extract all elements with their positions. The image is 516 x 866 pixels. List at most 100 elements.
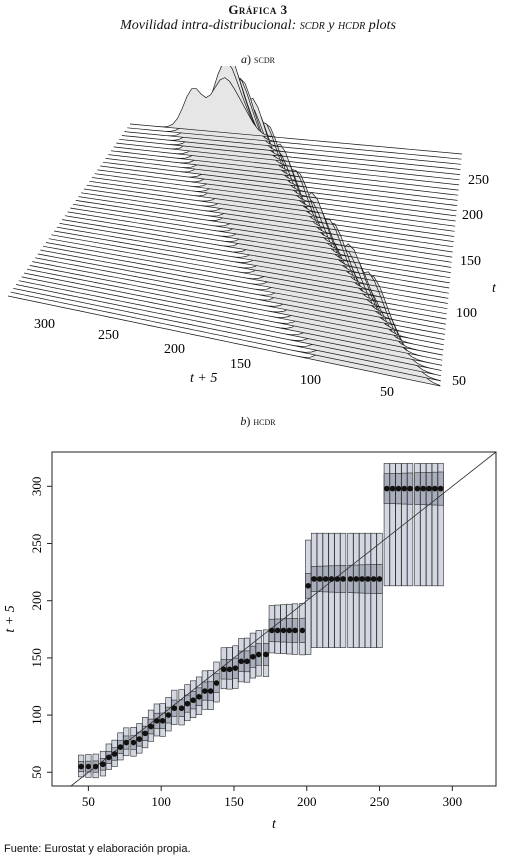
hcdr-mode-point <box>334 576 341 582</box>
hcdr-mode-point <box>130 739 137 746</box>
hcdr-region-outer <box>431 463 438 587</box>
hcdr-x-tick-label: 300 <box>443 794 463 809</box>
scdr-t5-tick-250: 250 <box>98 328 119 343</box>
hcdr-mode-point <box>123 739 130 746</box>
hcdr-mode-point <box>401 485 408 492</box>
panel-a-label: a) scdr <box>241 52 275 66</box>
figure-title-mid: y <box>324 18 338 33</box>
panel-b-name: hcdr <box>253 414 276 428</box>
hcdr-mode-point <box>263 651 269 658</box>
hcdr-mode-point <box>100 761 106 768</box>
hcdr-diagonal-line <box>70 451 497 787</box>
hcdr-region-outer <box>425 463 433 587</box>
scdr-t-axis-label: t <box>492 281 497 296</box>
hcdr-y-tick-label: 50 <box>29 766 44 779</box>
hcdr-mode-point <box>92 763 99 770</box>
scdr-density-line <box>129 77 463 155</box>
hcdr-density-regions <box>78 463 444 779</box>
hcdr-mode-point <box>136 736 143 742</box>
hcdr-mode-point <box>250 653 256 660</box>
hcdr-mode-point <box>353 576 360 582</box>
scdr-density-line <box>110 77 459 191</box>
scdr-t5-axis: 300 250 200 150 100 50 t + 5 <box>34 317 394 400</box>
hcdr-mode-point <box>365 576 371 582</box>
scdr-t5-tick-150: 150 <box>230 357 251 372</box>
hcdr-mode-point <box>226 666 233 673</box>
hcdr-conditional-modes <box>78 485 444 770</box>
hcdr-mode-point <box>244 658 250 665</box>
scdr-density-line <box>121 66 461 170</box>
hcdr-mode-point <box>305 583 312 589</box>
scdr-density-lines <box>7 66 463 387</box>
scdr-t-tick-250: 250 <box>468 173 489 188</box>
hcdr-mode-point <box>395 485 402 492</box>
hcdr-mode-point <box>376 576 383 582</box>
figure-title: Movilidad intra-distribucional: scdr y h… <box>0 18 516 34</box>
hcdr-mode-point <box>111 751 118 757</box>
figure-title-hcdr: hcdr <box>337 18 366 33</box>
hcdr-mode-point <box>117 744 124 750</box>
scdr-t5-axis-label: t + 5 <box>190 371 217 386</box>
hcdr-region-outer <box>437 463 444 587</box>
hcdr-x-axis: 50 100 150 200 250 300 <box>82 786 462 809</box>
hcdr-region-outer <box>389 463 396 587</box>
hcdr-mode-point <box>311 576 317 582</box>
hcdr-y-tick-label: 300 <box>29 477 44 497</box>
hcdr-mode-point <box>220 666 227 673</box>
hcdr-mode-point <box>202 688 208 694</box>
hcdr-mode-point <box>232 665 239 671</box>
hcdr-region-outer <box>383 463 390 587</box>
hcdr-mode-point <box>178 705 185 712</box>
hcdr-mode-point <box>322 576 329 582</box>
scdr-t-tick-100: 100 <box>456 306 477 321</box>
scdr-surface-chart: 250 200 150 100 50 t 300 250 200 150 100… <box>7 66 497 400</box>
hcdr-mode-point <box>340 576 346 582</box>
hcdr-chart: 50 100 150 200 250 300 50 100 150 200 250 300 t t … <box>3 451 497 832</box>
hcdr-mode-point <box>280 627 287 634</box>
scdr-t-tick-50: 50 <box>452 374 466 389</box>
hcdr-mode-point <box>85 763 92 770</box>
scdr-t5-tick-300: 300 <box>34 317 55 332</box>
scdr-density-line <box>43 229 447 320</box>
hcdr-mode-point <box>359 576 365 582</box>
hcdr-x-tick-label: 250 <box>370 794 390 809</box>
scdr-density-line <box>16 271 442 371</box>
hcdr-mode-point <box>269 627 275 634</box>
hcdr-mode-point <box>171 705 178 712</box>
hcdr-mode-point <box>78 763 84 770</box>
hcdr-mode-point <box>238 658 245 665</box>
hcdr-region-outer <box>401 463 408 587</box>
hcdr-y-axis-label: t + 5 <box>3 605 18 632</box>
hcdr-plot-frame <box>51 451 497 787</box>
hcdr-x-tick-label: 200 <box>297 794 317 809</box>
hcdr-mode-point <box>384 485 390 492</box>
hcdr-mode-point <box>142 730 148 737</box>
hcdr-mode-point <box>347 576 354 582</box>
hcdr-mode-point <box>196 693 202 700</box>
hcdr-mode-point <box>299 627 306 634</box>
scdr-density-line <box>24 255 443 356</box>
hcdr-mode-point <box>159 718 166 724</box>
panel-a-letter: a <box>241 52 248 66</box>
hcdr-mode-point <box>414 485 421 492</box>
hcdr-mode-point <box>407 485 413 492</box>
hcdr-y-tick-label: 150 <box>29 648 44 668</box>
figure-title-scdr: scdr <box>299 18 325 33</box>
hcdr-y-axis: 50 100 150 200 250 300 <box>29 477 52 779</box>
scdr-t5-tick-50: 50 <box>380 385 394 400</box>
hcdr-mode-point <box>154 718 160 724</box>
figure-title-prefix: Movilidad intra-distribucional: <box>120 18 300 33</box>
hcdr-mode-point <box>370 576 377 582</box>
hcdr-mode-point <box>292 627 298 634</box>
hcdr-y-tick-label: 200 <box>29 591 44 611</box>
figure-number: Gráfica 3 <box>228 2 288 17</box>
hcdr-mode-point <box>274 627 281 634</box>
hcdr-mode-point <box>328 576 335 582</box>
hcdr-region-outer <box>420 463 427 587</box>
hcdr-mode-point <box>432 485 438 492</box>
hcdr-x-tick-label: 50 <box>82 794 95 809</box>
hcdr-region-outer <box>414 463 421 587</box>
scdr-density-line <box>45 226 447 315</box>
scdr-t5-tick-200: 200 <box>164 342 185 357</box>
hcdr-mode-point <box>207 688 214 694</box>
